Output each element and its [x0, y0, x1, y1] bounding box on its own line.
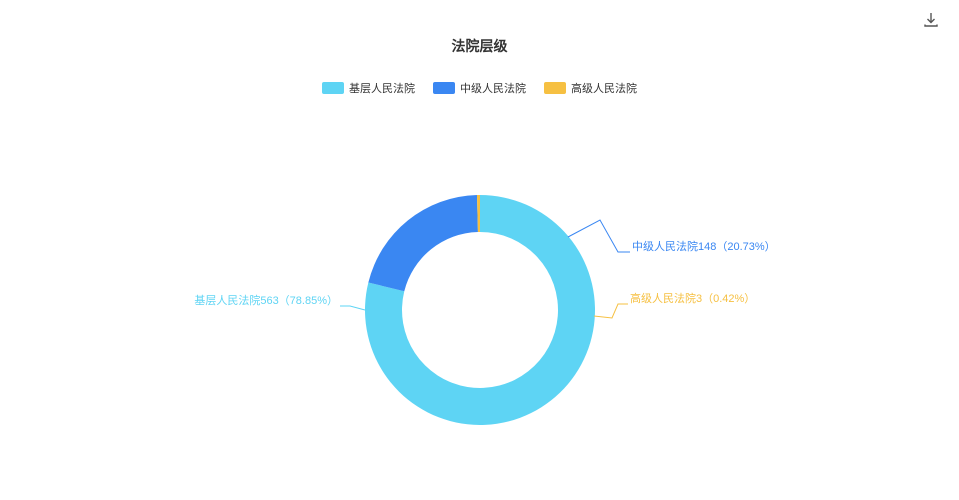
chart-area: 基层人民法院563（78.85%） 中级人民法院148（20.73%） 高级人民法院… [0, 120, 959, 500]
leader-lines [0, 0, 959, 500]
leader-high [594, 304, 628, 318]
leader-intermediate [568, 220, 630, 252]
leader-basic [340, 306, 365, 310]
slice-label-intermediate: 中级人民法院148（20.73%） [632, 238, 776, 254]
slice-label-high: 高级人民法院3（0.42%） [630, 290, 755, 306]
slice-label-basic: 基层人民法院563（78.85%） [194, 292, 338, 308]
